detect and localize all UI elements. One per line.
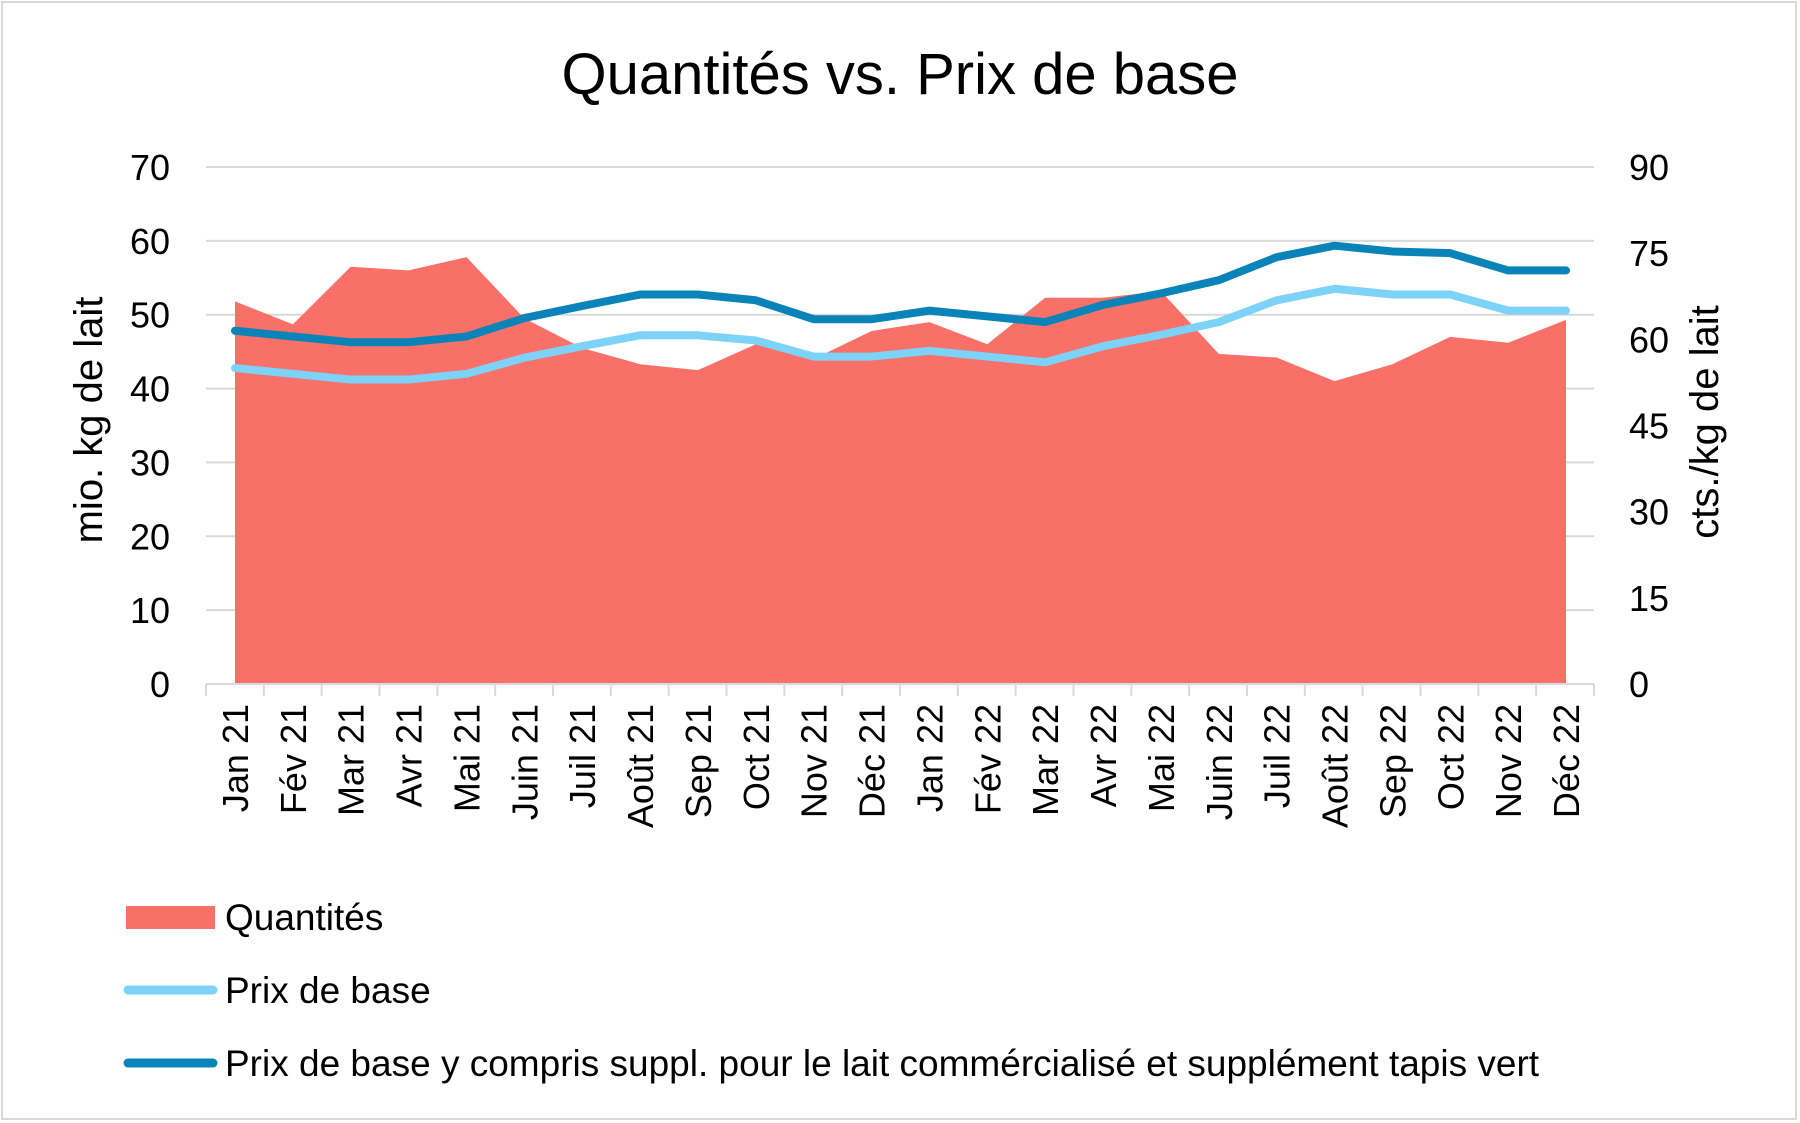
legend-label-prix-de-base: Prix de base <box>225 970 431 1011</box>
x-tick-label: Fév 22 <box>967 704 1008 814</box>
y-axis-left-ticks: 0 10 20 30 40 50 60 70 <box>130 147 170 705</box>
x-tick-label: Avr 21 <box>389 704 430 807</box>
y-left-tick-label: 50 <box>130 295 170 336</box>
y-right-tick-label: 15 <box>1629 578 1669 619</box>
y-left-tick-label: 40 <box>130 369 170 410</box>
x-tick-label: Fév 21 <box>273 704 314 814</box>
x-tick-label: Nov 21 <box>794 704 835 818</box>
x-tick-label: Oct 21 <box>736 704 777 810</box>
x-tick-label: Mar 21 <box>331 704 372 816</box>
y-left-tick-label: 30 <box>130 442 170 483</box>
y-left-tick-label: 20 <box>130 516 170 557</box>
x-tick-label: Déc 22 <box>1546 704 1587 818</box>
y-left-tick-label: 60 <box>130 221 170 262</box>
y-right-tick-label: 60 <box>1629 319 1669 360</box>
x-tick-label: Jan 22 <box>909 704 950 812</box>
x-tick-label: Mai 21 <box>446 704 487 812</box>
chart-title: Quantités vs. Prix de base <box>562 42 1239 107</box>
y-axis-right-label: cts./kg de lait <box>1683 305 1727 538</box>
area-quantites <box>235 257 1566 684</box>
y-axis-right-ticks: 0 15 30 45 60 75 90 <box>1629 147 1669 705</box>
y-left-tick-label: 0 <box>150 664 170 705</box>
y-right-tick-label: 75 <box>1629 233 1669 274</box>
x-tick-label: Avr 22 <box>1083 704 1124 807</box>
x-tick-label: Juin 21 <box>504 704 545 820</box>
y-axis-left-label: mio. kg de lait <box>67 297 111 544</box>
y-right-tick-label: 0 <box>1629 664 1649 705</box>
x-tick-label: Déc 21 <box>852 704 893 818</box>
x-tick-label: Juil 22 <box>1257 704 1298 808</box>
x-tick-label: Mai 22 <box>1141 704 1182 812</box>
line-prix-de-base <box>231 284 1570 384</box>
legend-label-prix-de-base-supplements: Prix de base y compris suppl. pour le la… <box>225 1043 1540 1084</box>
y-left-tick-label: 70 <box>130 147 170 188</box>
x-tick-label: Juil 21 <box>562 704 603 808</box>
x-tick-label: Jan 21 <box>215 704 256 812</box>
x-tick-label: Oct 22 <box>1430 704 1471 810</box>
legend: Quantités Prix de base Prix de base y co… <box>123 897 1540 1084</box>
y-left-tick-label: 10 <box>130 590 170 631</box>
x-tick-label: Sep 22 <box>1372 704 1413 818</box>
legend-label-quantites: Quantités <box>225 897 383 938</box>
x-tick-label: Juin 22 <box>1199 704 1240 820</box>
x-tick-label: Août 22 <box>1315 704 1356 828</box>
line-prix-de-base-supplements <box>231 241 1570 347</box>
x-tick-label: Août 21 <box>620 704 661 828</box>
x-tick-label: Mar 22 <box>1025 704 1066 816</box>
x-tick-label: Nov 22 <box>1488 704 1529 818</box>
y-right-tick-label: 45 <box>1629 406 1669 447</box>
axes <box>205 683 1595 696</box>
x-axis-ticks: Jan 21 Fév 21 Mar 21 Avr 21 Mai 21 Juin 21 Jui… <box>215 704 1587 828</box>
y-right-tick-label: 90 <box>1629 147 1669 188</box>
x-tick-label: Sep 21 <box>678 704 719 818</box>
legend-swatch-quantites <box>126 906 215 929</box>
y-right-tick-label: 30 <box>1629 492 1669 533</box>
